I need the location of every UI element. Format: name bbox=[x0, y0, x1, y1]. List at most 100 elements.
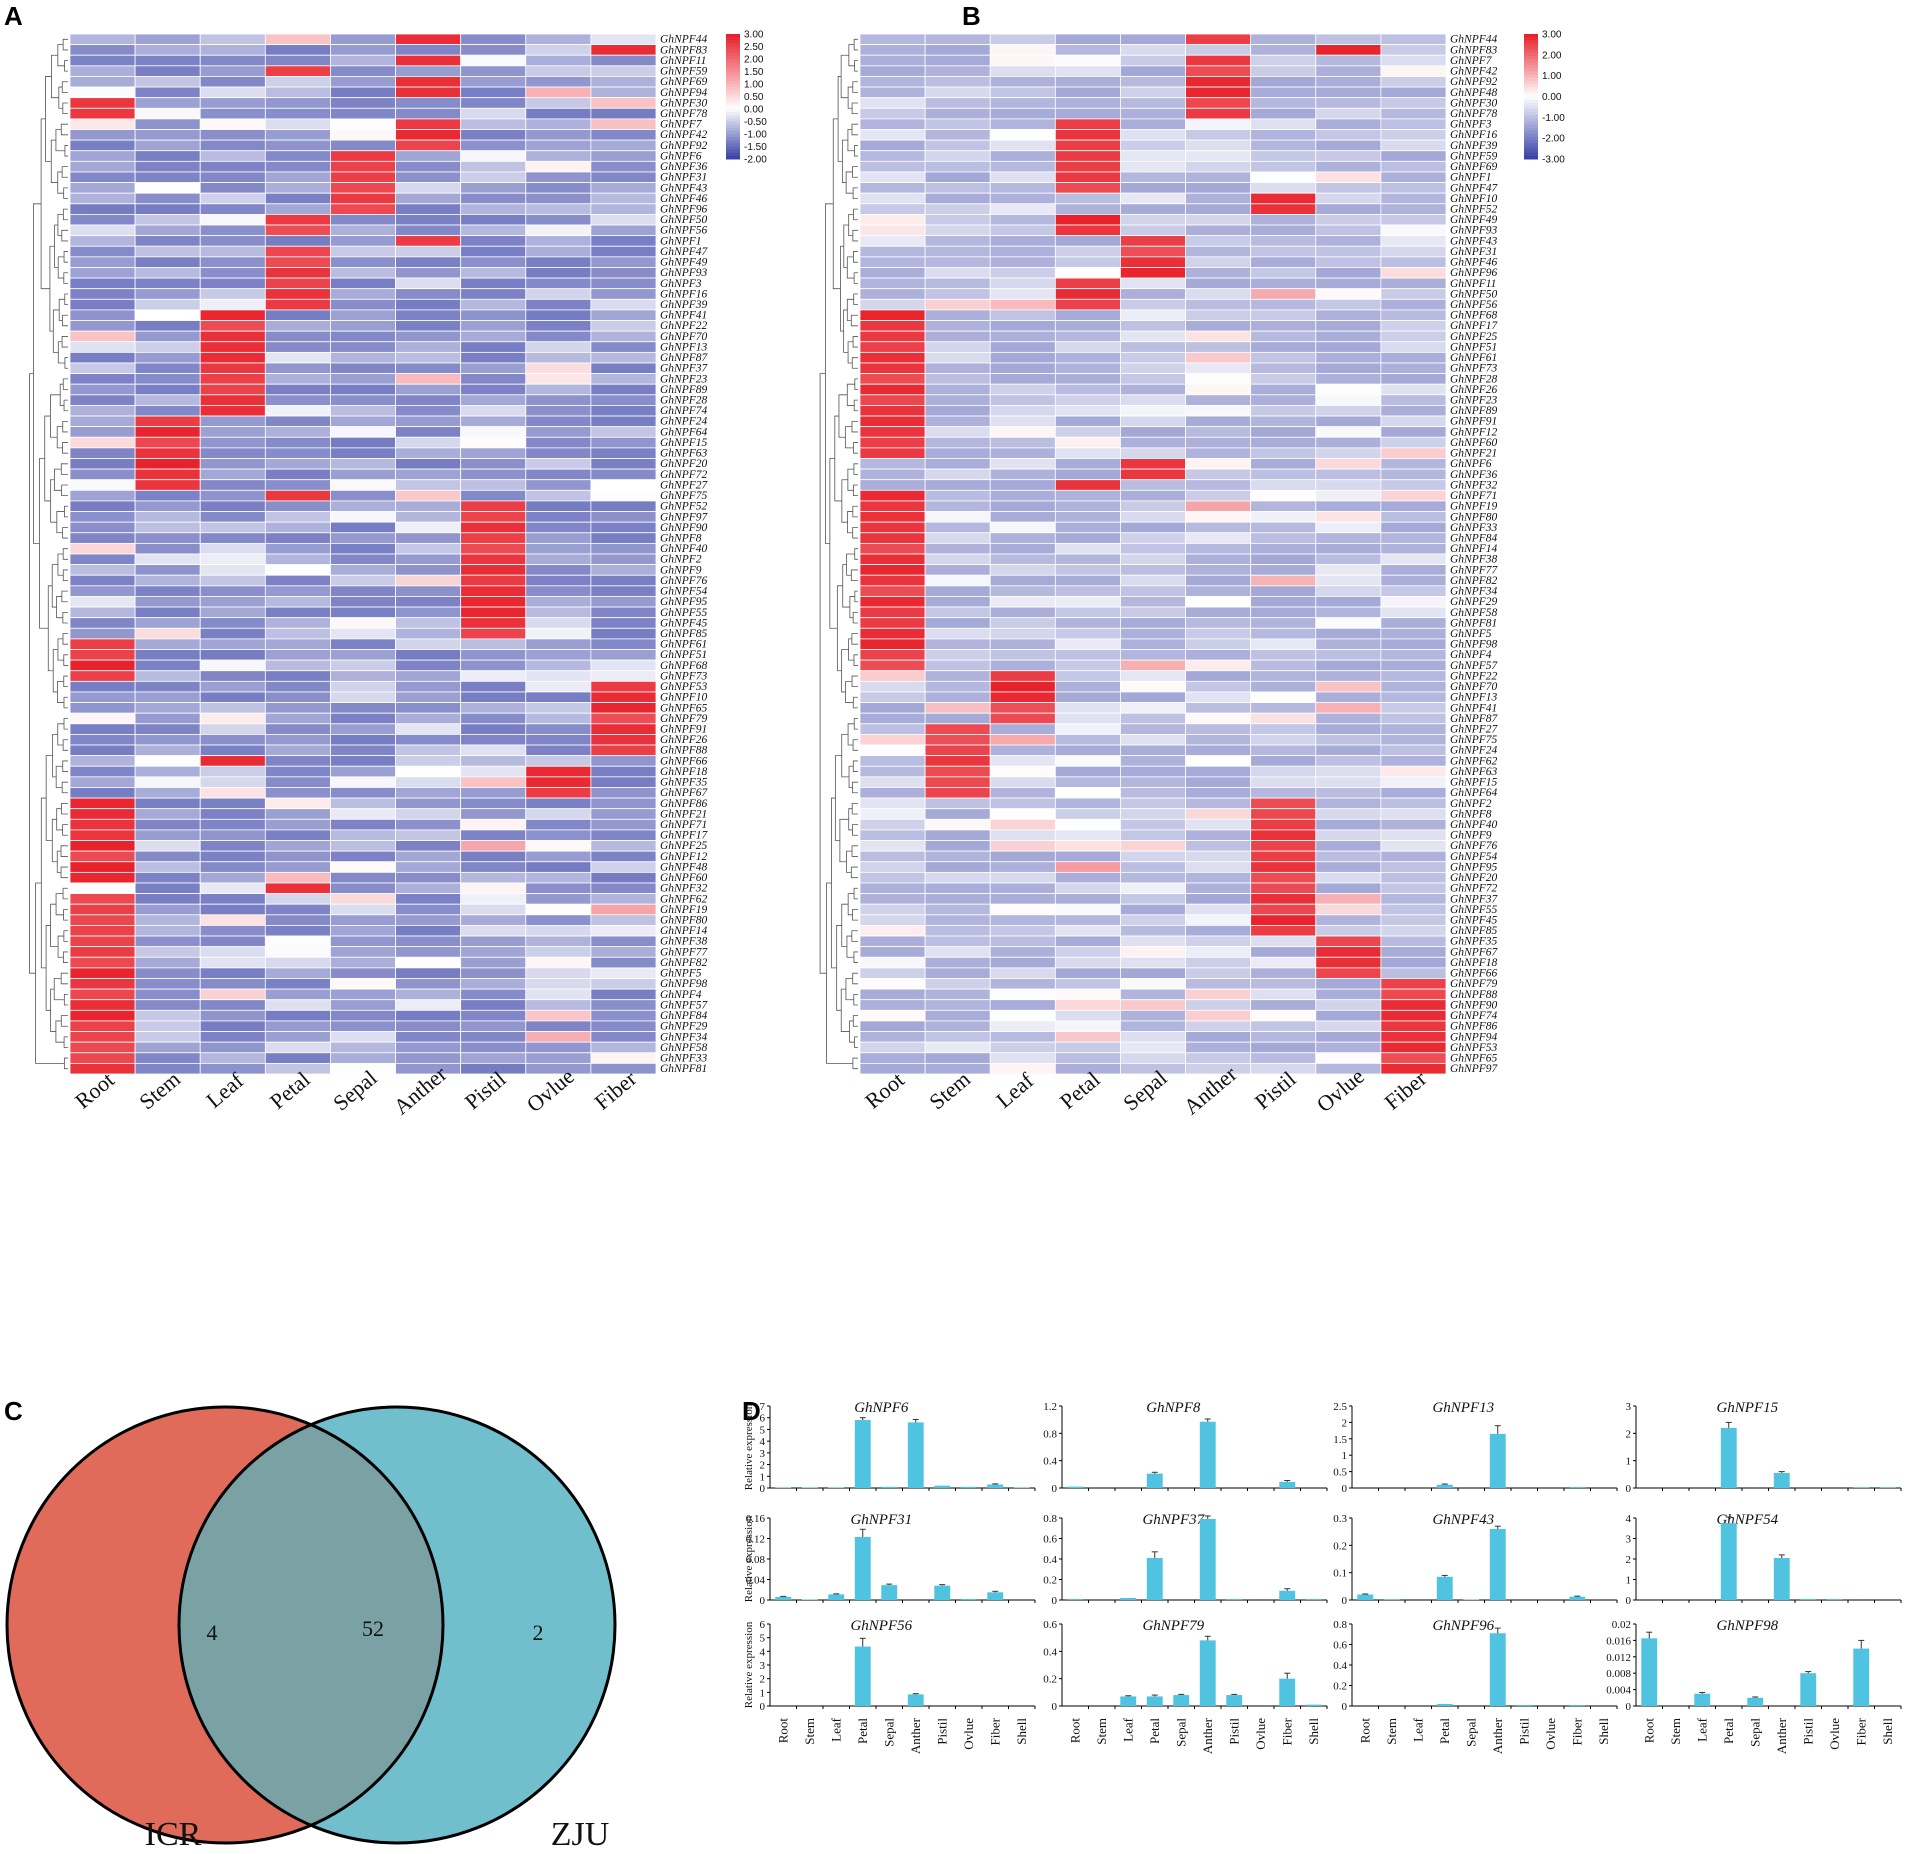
dendrogram-branch bbox=[62, 420, 68, 433]
legend-swatch bbox=[1524, 71, 1538, 76]
heatmap-cell bbox=[395, 171, 462, 183]
heatmap-cell bbox=[1120, 86, 1186, 99]
heatmap-cell bbox=[525, 542, 592, 555]
heatmap-cell bbox=[330, 267, 396, 279]
heatmap-cell bbox=[1054, 405, 1121, 417]
heatmap-cell bbox=[1315, 978, 1382, 990]
dendrogram-branch bbox=[853, 293, 858, 306]
gene-label: GhNPF48 bbox=[1450, 87, 1498, 99]
heatmap-cell bbox=[590, 224, 657, 237]
heatmap-cell bbox=[1185, 956, 1252, 969]
heatmap-cell bbox=[460, 447, 527, 459]
legend-swatch bbox=[726, 143, 740, 147]
gene-label: GhNPF52 bbox=[660, 501, 708, 513]
heatmap-cell bbox=[264, 712, 331, 725]
legend-tick: -1.00 bbox=[744, 130, 767, 141]
x-category-label: Shell bbox=[1596, 1718, 1611, 1745]
dendrogram-branch bbox=[61, 81, 68, 93]
heatmap-cell bbox=[924, 1041, 991, 1054]
heatmap-cell bbox=[1250, 54, 1317, 67]
heatmap-cell bbox=[134, 129, 201, 141]
dendrogram-branch bbox=[852, 739, 858, 751]
heatmap-cell bbox=[525, 755, 592, 767]
legend-swatch bbox=[1524, 84, 1538, 88]
heatmap-cell bbox=[1250, 341, 1317, 353]
heatmap-cell bbox=[1185, 946, 1252, 958]
heatmap-cell bbox=[460, 267, 527, 279]
heatmap-cell bbox=[69, 925, 136, 937]
dendrogram-branch bbox=[851, 675, 858, 688]
dendrogram-branch bbox=[62, 569, 68, 581]
heatmap-cell bbox=[69, 107, 136, 120]
x-category-label: Shell bbox=[1306, 1718, 1321, 1745]
gene-label: GhNPF33 bbox=[1450, 522, 1498, 534]
gene-label: GhNPF48 bbox=[660, 861, 708, 873]
y-tick-label: 2 bbox=[760, 1674, 766, 1686]
heatmap-cell bbox=[134, 532, 201, 544]
heatmap-cell bbox=[1250, 44, 1317, 56]
heatmap-cell bbox=[1250, 277, 1317, 290]
heatmap-cell bbox=[924, 97, 991, 109]
gene-label: GhNPF58 bbox=[660, 1042, 708, 1054]
heatmap-cell bbox=[1250, 383, 1317, 396]
heatmap-cell bbox=[859, 776, 926, 788]
y-tick-label: 0.16 bbox=[746, 1513, 766, 1525]
y-tick-label: 0 bbox=[1342, 1701, 1348, 1713]
heatmap-cell bbox=[1380, 267, 1447, 279]
gene-label: GhNPF59 bbox=[1450, 150, 1498, 162]
heatmap-cell bbox=[989, 553, 1056, 566]
heatmap-cell bbox=[590, 1052, 657, 1064]
heatmap-cell bbox=[859, 787, 926, 799]
heatmap-cell bbox=[1120, 160, 1186, 173]
heatmap-cell bbox=[134, 946, 201, 958]
heatmap-cell bbox=[460, 553, 527, 566]
bar bbox=[960, 1598, 977, 1600]
dendrogram-branch bbox=[853, 654, 858, 666]
x-category-label: Leaf bbox=[1410, 1717, 1425, 1741]
heatmap-cell bbox=[199, 649, 266, 661]
heatmap-cell bbox=[330, 797, 396, 810]
gene-label: GhNPF90 bbox=[660, 522, 708, 534]
dendrogram-branch bbox=[852, 81, 858, 93]
heatmap-cell bbox=[590, 564, 657, 576]
heatmap-cell bbox=[989, 383, 1056, 396]
heatmap-cell bbox=[859, 107, 926, 120]
dendrogram-branch bbox=[832, 118, 841, 290]
heatmap-cell bbox=[330, 1031, 396, 1043]
heatmap-cell bbox=[460, 182, 527, 194]
heatmap-cell bbox=[1380, 447, 1447, 459]
heatmap-cell bbox=[525, 256, 592, 268]
heatmap-cell bbox=[1185, 574, 1252, 587]
heatmap-cell bbox=[264, 383, 331, 396]
heatmap-cell bbox=[1185, 818, 1252, 831]
heatmap-cell bbox=[69, 1020, 136, 1032]
heatmap-cell bbox=[859, 946, 926, 958]
legend-swatch bbox=[1524, 118, 1538, 122]
dendrogram-branch bbox=[56, 426, 63, 449]
dendrogram-branch bbox=[848, 765, 854, 788]
heatmap-cell bbox=[1250, 1041, 1317, 1054]
heatmap-cell bbox=[1120, 426, 1186, 438]
dendrogram-branch bbox=[44, 415, 51, 502]
heatmap-cell bbox=[264, 373, 331, 385]
heatmap-cell bbox=[69, 468, 136, 481]
heatmap-cell bbox=[199, 787, 266, 799]
dendrogram-branch bbox=[50, 139, 58, 183]
heatmap-cell bbox=[1054, 86, 1121, 99]
heatmap-cell bbox=[460, 649, 527, 661]
heatmap-cell bbox=[590, 765, 657, 778]
dendrogram-branch bbox=[62, 824, 68, 836]
heatmap-cell bbox=[395, 150, 462, 162]
dendrogram-branch bbox=[63, 909, 68, 921]
venn-overlap-count: 52 bbox=[362, 1616, 384, 1641]
heatmap-cell bbox=[590, 288, 657, 300]
legend-swatch bbox=[726, 112, 740, 116]
heatmap-cell bbox=[1054, 903, 1121, 916]
heatmap-cell bbox=[590, 649, 657, 661]
heatmap-cell bbox=[460, 776, 527, 788]
gene-label: GhNPF34 bbox=[1450, 586, 1498, 598]
heatmap-cell bbox=[69, 712, 136, 725]
heatmap-cell bbox=[264, 214, 331, 226]
heatmap-cell bbox=[1120, 893, 1186, 905]
heatmap-cell bbox=[330, 935, 396, 948]
